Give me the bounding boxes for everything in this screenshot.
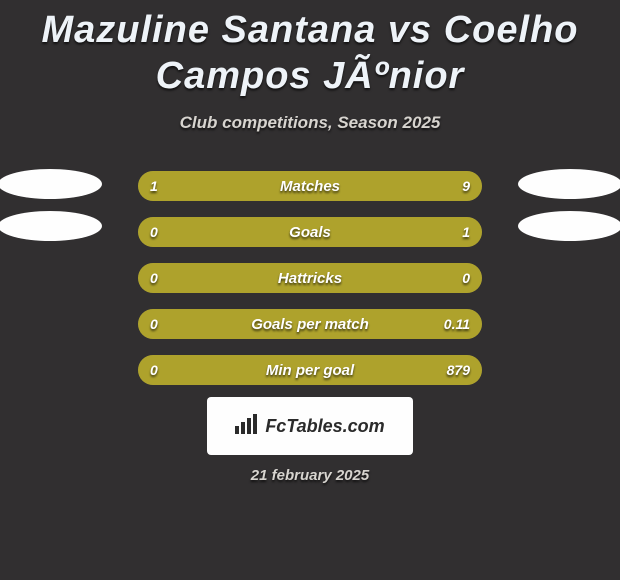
stat-row: Matches1 9 bbox=[10, 171, 610, 201]
stat-right-value: 0 bbox=[462, 263, 470, 293]
stat-left-value: 1 bbox=[150, 171, 158, 201]
page-title: Mazuline Santana vs Coelho Campos JÃºnio… bbox=[0, 0, 620, 99]
stat-label: Hattricks bbox=[138, 263, 482, 293]
stat-bar: Goals0 1 bbox=[138, 217, 482, 247]
stat-bar: Matches1 9 bbox=[138, 171, 482, 201]
stat-label: Goals per match bbox=[138, 309, 482, 339]
stat-row: Goals0 1 bbox=[10, 217, 610, 247]
stat-right-value: 9 bbox=[462, 171, 470, 201]
stat-row: Goals per match0 0.11 bbox=[10, 309, 610, 339]
stat-left-value: 0 bbox=[150, 217, 158, 247]
stat-row: Min per goal0 879 bbox=[10, 355, 610, 385]
stat-label: Min per goal bbox=[138, 355, 482, 385]
stat-bar: Goals per match0 0.11 bbox=[138, 309, 482, 339]
stat-bar: Min per goal0 879 bbox=[138, 355, 482, 385]
footer-logo[interactable]: FcTables.com bbox=[207, 397, 413, 455]
stat-left-value: 0 bbox=[150, 263, 158, 293]
subtitle: Club competitions, Season 2025 bbox=[0, 113, 620, 133]
stat-bar: Hattricks0 0 bbox=[138, 263, 482, 293]
stat-right-value: 0.11 bbox=[444, 309, 470, 339]
footer-logo-text: FcTables.com bbox=[265, 416, 384, 437]
footer-date: 21 february 2025 bbox=[0, 467, 620, 484]
stat-left-value: 0 bbox=[150, 355, 158, 385]
stat-right-value: 879 bbox=[447, 355, 470, 385]
stat-left-value: 0 bbox=[150, 309, 158, 339]
bar-chart-icon bbox=[235, 414, 259, 439]
stat-label: Goals bbox=[138, 217, 482, 247]
stat-row: Hattricks0 0 bbox=[10, 263, 610, 293]
stat-right-value: 1 bbox=[462, 217, 470, 247]
stat-label: Matches bbox=[138, 171, 482, 201]
stats-area: Matches19Goals01Hattricks00Goals per mat… bbox=[0, 171, 620, 385]
